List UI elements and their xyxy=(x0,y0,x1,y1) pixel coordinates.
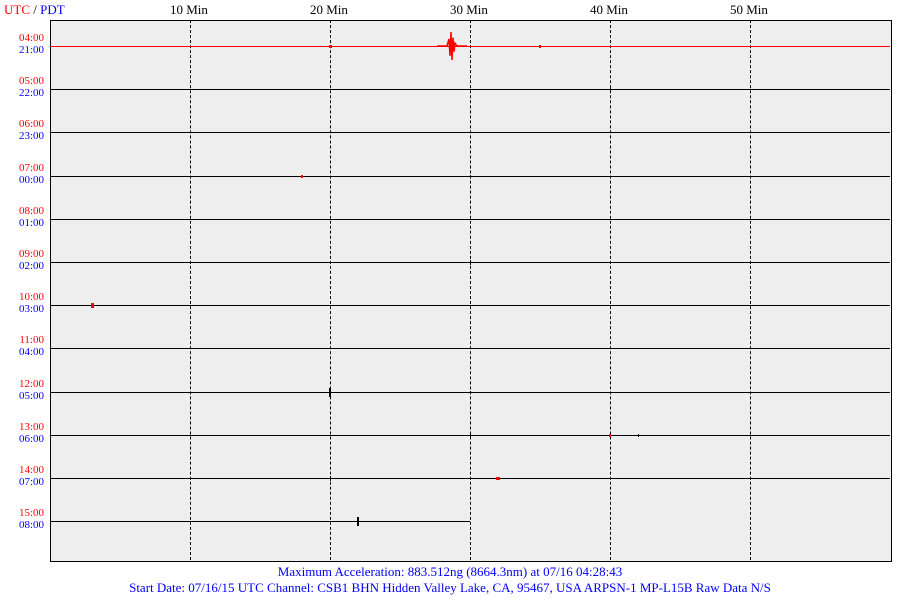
pdt-time-label: 03:00 xyxy=(6,303,44,315)
utc-time-label: 07:00 xyxy=(6,162,44,174)
utc-time-label: 11:00 xyxy=(6,334,44,346)
pdt-time-label: 04:00 xyxy=(6,346,44,358)
utc-time-label: 08:00 xyxy=(6,205,44,217)
trace-blip xyxy=(470,434,471,437)
trace-line xyxy=(50,478,890,479)
pdt-time-label: 01:00 xyxy=(6,217,44,229)
trace-line xyxy=(50,46,890,47)
helicorder-chart: UTC / PDT 10 Min 20 Min 30 Min 40 Min 50 Min 0… xyxy=(0,0,900,600)
vgrid xyxy=(470,20,471,560)
utc-time-label: 14:00 xyxy=(6,464,44,476)
vgrid xyxy=(610,20,611,560)
pdt-time-label: 23:00 xyxy=(6,130,44,142)
trace-blip xyxy=(470,391,471,394)
trace-blip xyxy=(329,45,332,48)
pdt-time-label: 08:00 xyxy=(6,519,44,531)
vgrid xyxy=(190,20,191,560)
trace-blip-red xyxy=(496,477,500,480)
pdt-time-label: 00:00 xyxy=(6,174,44,186)
utc-time-label: 04:00 xyxy=(6,32,44,44)
utc-time-label: 06:00 xyxy=(6,118,44,130)
utc-header-label: UTC xyxy=(4,2,30,17)
x-tick-label: 30 Min xyxy=(450,2,488,18)
trace-line xyxy=(50,132,890,133)
trace-blip xyxy=(329,388,331,397)
pdt-time-label: 21:00 xyxy=(6,44,44,56)
trace-blip xyxy=(539,45,541,48)
trace-line xyxy=(50,89,890,90)
trace-blip xyxy=(610,88,611,91)
plot-area xyxy=(50,20,892,562)
utc-time-label: 15:00 xyxy=(6,507,44,519)
x-tick-label: 10 Min xyxy=(170,2,208,18)
seismic-event xyxy=(437,30,467,62)
trace-line xyxy=(50,348,890,349)
x-tick-label: 40 Min xyxy=(590,2,628,18)
trace-line xyxy=(50,305,890,306)
pdt-time-label: 22:00 xyxy=(6,87,44,99)
footer-station-info: Start Date: 07/16/15 UTC Channel: CSB1 B… xyxy=(0,580,900,596)
utc-time-label: 12:00 xyxy=(6,378,44,390)
trace-line xyxy=(50,521,470,522)
trace-blip-red xyxy=(301,175,303,178)
footer-max-accel: Maximum Acceleration: 883.512ng (8664.3n… xyxy=(0,564,900,580)
vgrid xyxy=(750,20,751,560)
timezone-header: UTC / PDT xyxy=(4,2,65,18)
utc-time-label: 13:00 xyxy=(6,421,44,433)
pdt-header-label: PDT xyxy=(40,2,65,17)
pdt-time-label: 07:00 xyxy=(6,476,44,488)
trace-blip xyxy=(330,476,331,481)
trace-blip xyxy=(638,434,639,437)
pdt-time-label: 02:00 xyxy=(6,260,44,272)
pdt-time-label: 05:00 xyxy=(6,390,44,402)
utc-time-label: 05:00 xyxy=(6,75,44,87)
header-slash: / xyxy=(30,2,40,17)
trace-line xyxy=(50,219,890,220)
trace-blip xyxy=(470,260,471,265)
utc-time-label: 10:00 xyxy=(6,291,44,303)
trace-blip xyxy=(357,517,359,526)
utc-time-label: 09:00 xyxy=(6,248,44,260)
x-tick-label: 20 Min xyxy=(310,2,348,18)
x-tick-label: 50 Min xyxy=(730,2,768,18)
trace-blip xyxy=(470,175,471,178)
trace-blip-red xyxy=(91,303,94,308)
pdt-time-label: 06:00 xyxy=(6,433,44,445)
trace-blip-red xyxy=(609,434,611,437)
